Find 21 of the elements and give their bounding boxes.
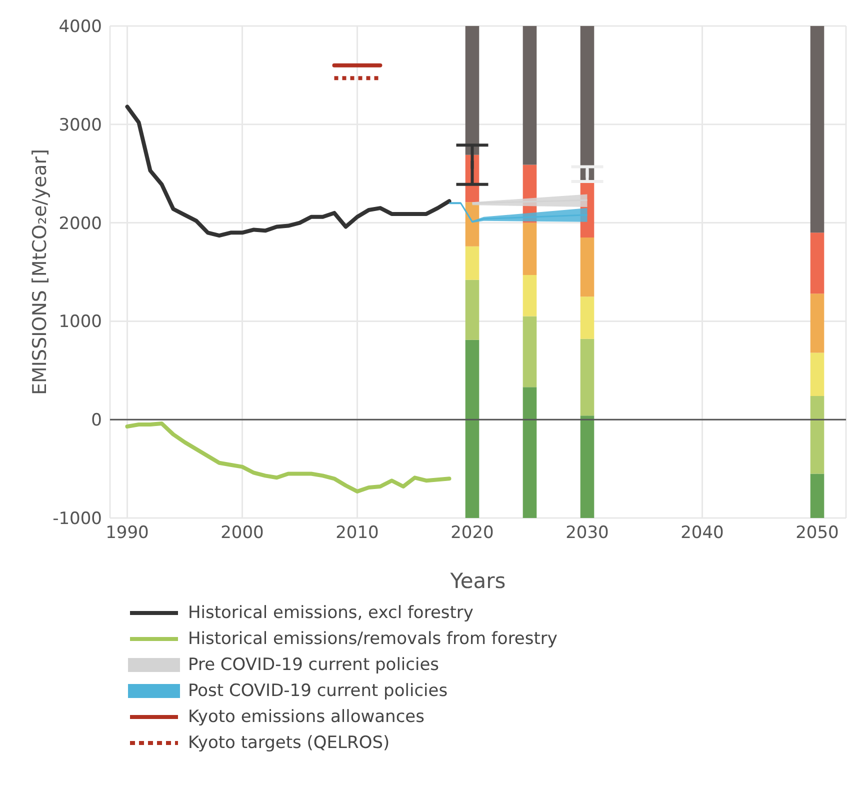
x-tick-label: 2050 xyxy=(796,523,839,544)
y-tick-label: -1000 xyxy=(52,509,102,530)
legend-label: Pre COVID-19 current policies xyxy=(188,655,440,675)
legend-label: Historical emissions/removals from forestry xyxy=(188,629,558,649)
x-tick-label: 2010 xyxy=(336,523,379,544)
legend-label: Kyoto targets (QELROS) xyxy=(188,733,390,753)
x-tick-label: 2040 xyxy=(680,523,724,544)
legend-label: Post COVID-19 current policies xyxy=(188,681,448,701)
y-tick-label: 3000 xyxy=(58,115,102,136)
y-tick-label: 0 xyxy=(91,410,102,431)
x-tick-label: 2030 xyxy=(566,523,609,544)
y-tick-label: 4000 xyxy=(58,17,102,38)
y-tick-label: 1000 xyxy=(58,312,102,332)
x-tick-label: 2020 xyxy=(450,523,494,544)
y-axis-title: EMISSIONS [MtCO₂e/year] xyxy=(29,149,51,395)
legend-label: Kyoto emissions allowances xyxy=(188,707,424,727)
y-tick-label: 2000 xyxy=(58,214,102,234)
x-tick-label: 2000 xyxy=(220,523,264,544)
x-tick-label: 1990 xyxy=(106,523,149,544)
x-axis-title: Years xyxy=(449,569,506,593)
legend-label: Historical emissions, excl forestry xyxy=(188,603,474,623)
